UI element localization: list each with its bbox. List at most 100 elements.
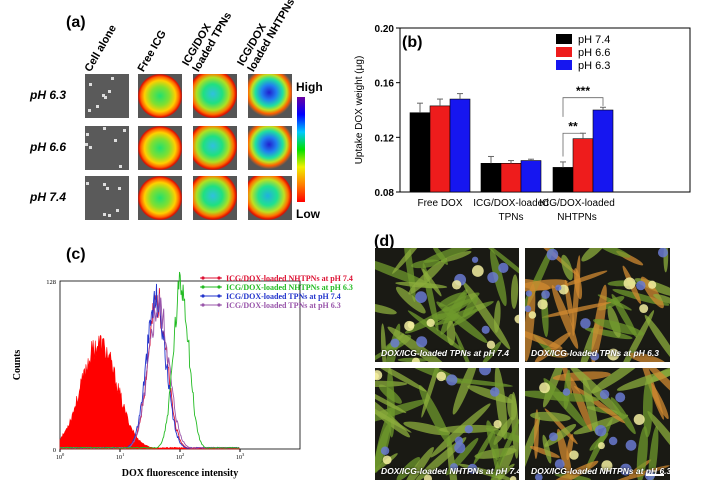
cell-nucleus [549,432,558,442]
cell-nucleus [436,371,447,382]
cell-body [397,368,464,384]
cell-body [573,414,629,435]
cell-nucleus [493,420,502,429]
legend-swatch [556,34,572,44]
fluorescence-tile [248,74,292,118]
micrograph-caption: DOX/ICG-loaded NHTPNs at pH 6.3 [531,466,670,476]
noise-speck [114,139,117,142]
noise-speck [103,183,106,186]
legend-entry: pH 6.3 [578,60,610,72]
cell-body [648,381,669,420]
cell-body [395,286,426,314]
cell-body [480,248,519,286]
column-header: Free ICG [135,28,169,75]
cell-nucleus [648,280,657,289]
cell-nucleus [471,256,479,263]
cell-body [572,255,581,337]
cell-body [490,418,519,480]
cell-nucleus [464,425,473,434]
noise-speck [89,83,92,86]
fluorescence-tile [138,74,182,118]
cell-nucleus [525,290,533,297]
fluorescence-tile [138,176,182,220]
cell-nucleus [490,387,500,397]
x-tick-exponent: 0 [62,452,65,457]
x-tick-exponent: 1 [122,452,124,457]
legend-entry: ICG/DOX-loaded TPNs at pH 6.3 [226,301,341,310]
significance-bracket [562,132,584,157]
x-category-label: Free DOX [417,198,462,209]
cell-nucleus [657,248,668,258]
noise-speck [106,187,109,190]
cell-nucleus [534,473,543,480]
row-label: pH 6.6 [30,140,67,154]
cell-body [403,446,434,480]
cell-nucleus [562,388,571,396]
x-tick-exponent: 3 [242,452,245,457]
cell-nucleus [382,455,392,465]
significance-bracket [562,97,604,117]
cell-nucleus [554,459,565,470]
noise-speck [104,96,107,99]
cell-body [387,326,452,362]
cell-body [392,248,431,274]
noise-speck [96,105,99,108]
cell-nucleus [449,463,459,472]
cell-body [498,445,515,475]
cell-nucleus [619,463,632,476]
fluorescence-grid: Cell alone Free ICG ICG/DOX loaded TPNs ICG/… [0,0,350,235]
cell-body [462,296,479,318]
y-tick-label: 0.12 [375,133,395,144]
micrograph-nhtpns-ph74: DOX/ICG-loaded NHTPNs at pH 7.4 [375,368,519,480]
cell-body [653,293,670,305]
bar [409,112,431,193]
cell-nucleus [546,248,559,261]
cell-nucleus [454,436,464,445]
panel-d-label: (d) [374,233,395,250]
cell-nucleus [486,340,496,350]
legend-marker [201,285,205,289]
micrograph-caption: DOX/ICG-loaded TPNs at pH 6.3 [531,348,659,358]
cell-nucleus [590,351,600,361]
cell-body [530,411,571,422]
noise-speck [108,214,111,217]
colorbar-low-label: Low [296,207,320,221]
legend-entry: pH 6.6 [578,47,610,59]
cell-body [454,331,476,362]
colorbar-high-label: High [296,80,323,94]
cell-nucleus [537,299,548,310]
row-label: pH 7.4 [30,190,67,204]
cell-nucleus [479,368,492,376]
cell-nucleus [541,290,550,299]
x-axis-label: DOX fluorescence intensity [122,468,238,479]
micrograph-caption: DOX/ICG-loaded NHTPNs at pH 7.4 [381,466,519,476]
micrograph-caption: DOX/ICG-loaded TPNs at pH 7.4 [381,348,509,358]
cell-body [642,377,653,438]
cell-body [544,423,577,447]
y-tick-label: 0.20 [375,24,395,35]
cell-body [616,310,655,362]
cell-nucleus [380,446,390,456]
noise-speck [118,187,121,190]
x-tick-label: 101 [116,452,124,461]
micrograph-nhtpns-ph63: DOX/ICG-loaded NHTPNs at pH 6.3 [525,368,670,480]
bar [520,160,542,193]
cell-body [510,274,519,309]
cell-nucleus [623,277,636,290]
cell-nucleus [636,280,646,291]
y-tick-label: 128 [46,279,56,286]
cell-nucleus [639,304,649,314]
bar [500,163,522,193]
cell-body [493,300,501,333]
cell-nucleus [411,357,420,362]
cell-body [583,377,599,436]
cell-nucleus [416,336,428,348]
cell-nucleus [498,262,509,273]
cell-nucleus [528,311,537,319]
cell-nucleus [625,439,637,451]
legend-marker [201,276,205,280]
noise-speck [103,127,106,130]
panel-c-label: (c) [66,246,86,263]
cell-body [375,399,428,425]
cell-body [647,411,670,467]
